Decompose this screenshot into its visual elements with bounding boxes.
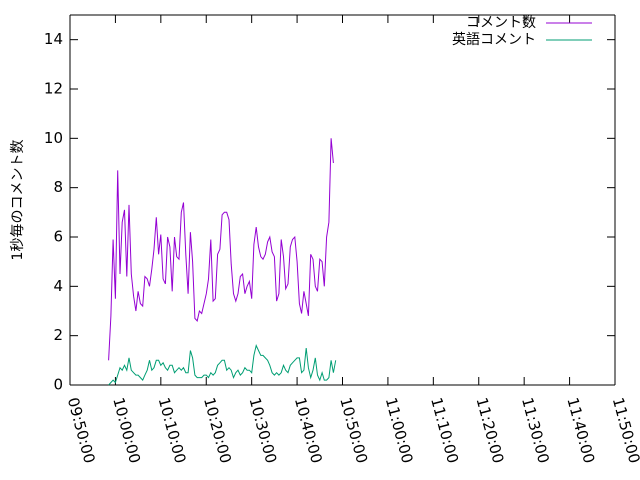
- x-tick-label: 11:10:00: [427, 396, 462, 466]
- series-line-1: [108, 138, 334, 361]
- x-tick-label: 11:40:00: [563, 396, 598, 466]
- y-tick-label: 2: [53, 326, 63, 344]
- legend-label-2: 英語コメント: [452, 31, 536, 48]
- x-tick-label: 11:20:00: [473, 396, 508, 466]
- series-lines: [108, 138, 337, 386]
- x-tick-label: 10:30:00: [245, 396, 280, 466]
- plot-frame: [69, 14, 616, 386]
- x-tick-label: 11:50:00: [609, 396, 640, 466]
- y-tick-label: 0: [53, 376, 63, 394]
- x-tick-label: 09:50:00: [64, 396, 99, 466]
- legend-label-1: コメント数: [466, 15, 536, 31]
- x-tick-label: 10:00:00: [109, 396, 144, 466]
- y-tick-label: 8: [53, 178, 63, 196]
- x-tick-label: 11:00:00: [382, 396, 417, 466]
- y-tick-label: 10: [44, 129, 63, 147]
- y-tick-labels: 0 2 4 6 8 10 12 14: [44, 30, 63, 393]
- y-tick-label: 14: [44, 30, 63, 48]
- axis-ticks: [69, 15, 616, 386]
- x-tick-label: 10:10:00: [155, 396, 190, 466]
- y-axis-title: 1秒毎のコメント数: [10, 140, 26, 261]
- x-tick-label: 10:20:00: [200, 396, 235, 466]
- x-tick-label: 10:40:00: [291, 396, 326, 466]
- x-tick-label: 10:50:00: [336, 396, 371, 466]
- y-tick-label: 12: [44, 80, 63, 98]
- x-tick-label: 11:30:00: [518, 396, 553, 466]
- y-tick-label: 6: [53, 228, 63, 246]
- y-tick-label: 4: [53, 277, 63, 295]
- x-tick-labels: 09:50:00 10:00:00 10:10:00 10:20:00 10:30:00…: [64, 396, 640, 466]
- series-line-2: [108, 343, 337, 386]
